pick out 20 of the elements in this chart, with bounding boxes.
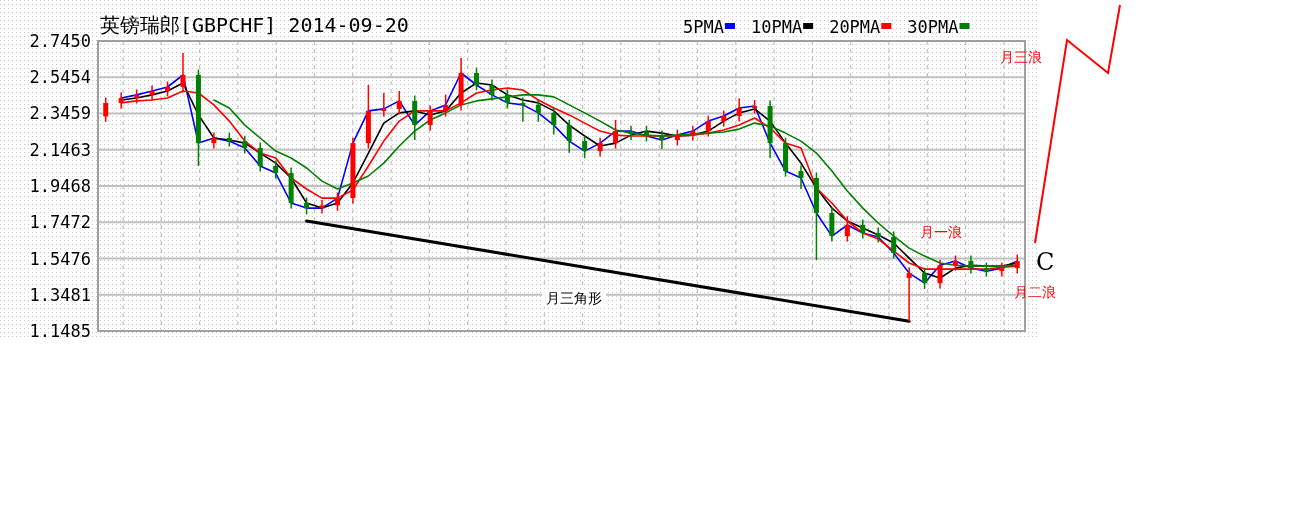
y-tick-label: 2.7450	[29, 31, 91, 51]
legend-label: 10PMA	[750, 17, 803, 37]
annotation: 月三浪	[1000, 49, 1042, 65]
y-tick-label: 2.1463	[29, 139, 91, 160]
chart-title: 英镑瑞郎[GBPCHF] 2014-09-20	[100, 13, 409, 37]
annotation: 月一浪	[920, 224, 962, 240]
annotation: C	[1036, 248, 1055, 276]
y-tick-label: 1.3481	[29, 284, 91, 305]
legend-label: 20PMA	[829, 17, 881, 37]
annotation: 月三角形	[542, 289, 606, 307]
y-tick-label: 2.3459	[29, 103, 91, 124]
legend-label: 5PMA	[683, 17, 724, 37]
y-tick-label: 1.1485	[29, 321, 91, 341]
y-tick-label: 1.7472	[29, 212, 91, 233]
annotation: 月三角形	[546, 290, 602, 306]
y-tick-label: 2.5454	[29, 67, 91, 88]
y-tick-label: 1.5476	[29, 248, 91, 269]
y-tick-label: 1.9468	[29, 175, 91, 196]
legend-label: 30PMA	[907, 17, 959, 37]
annotation: 月二浪	[1014, 284, 1056, 300]
